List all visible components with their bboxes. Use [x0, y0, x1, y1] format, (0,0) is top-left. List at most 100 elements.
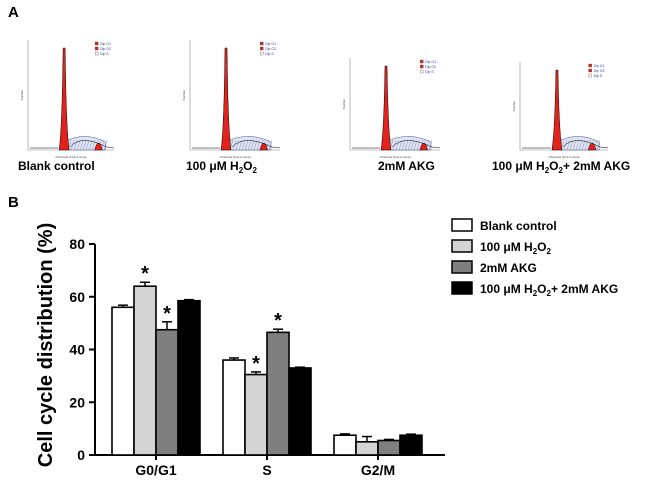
histogram-hatch [581, 139, 586, 151]
bar-G2M-s2 [355, 441, 379, 456]
legend-swatch-2 [451, 239, 473, 253]
histogram-y-label: Number [20, 90, 24, 101]
histogram-legend-label: Dip S [594, 74, 603, 78]
histogram-hatch [428, 139, 433, 151]
histogram-hatch [85, 139, 90, 151]
histogram-hatch [91, 139, 96, 151]
histogram-hatch [247, 139, 252, 151]
histogram-legend-swatch [94, 46, 99, 51]
histogram-x-label: Channels (FL2-A-Area) [219, 155, 250, 159]
histogram-hatch [79, 139, 84, 151]
x-tick-label: S [262, 462, 271, 478]
histogram-legend-label: Dip S [425, 70, 434, 74]
bar-G2M-s4 [399, 434, 423, 456]
significance-star: * [252, 353, 260, 375]
histogram-legend-label: Dip S [265, 52, 274, 56]
histogram-hatch [401, 139, 406, 151]
histogram-outline [192, 140, 281, 149]
histogram-hatch [398, 139, 403, 151]
histogram-hatch [244, 139, 249, 151]
histogram-g1-peak [551, 69, 563, 151]
histogram-outline [30, 140, 115, 149]
histogram-g1-peak [380, 65, 392, 151]
y-tick-label: 80 [69, 236, 85, 252]
histogram-hatch [575, 139, 580, 151]
bar-G0G1-s2 [133, 285, 157, 456]
histogram-legend-label: Dip G1 [425, 60, 436, 64]
legend-swatch-3 [451, 260, 473, 274]
histogram-caption-1: Blank control [18, 159, 95, 173]
x-tick-label: G0/G1 [135, 462, 176, 478]
histogram-legend-swatch [588, 73, 592, 78]
bar-S-s2 [244, 373, 268, 456]
bar-G2M-s1 [333, 434, 357, 456]
histogram-g2-peak [259, 142, 269, 151]
bar-G0G1-s1 [111, 306, 135, 456]
histogram-hatch [410, 139, 415, 151]
legend-label-1: Blank control [480, 219, 557, 233]
histogram-legend-swatch [420, 69, 424, 74]
panel-b-label: B [8, 194, 19, 211]
significance-star: * [163, 303, 171, 325]
histogram-legend-swatch [260, 46, 264, 51]
chart-legend: Blank control 100 μM H2O2 2mM AKG 100 μM H2… [451, 218, 618, 298]
legend-label-4: 100 μM H2O2+ 2mM AKG [480, 282, 618, 298]
x-tick-label: G2/M [361, 462, 395, 478]
legend-label-2: 100 μM H2O2 [480, 240, 552, 256]
legend-swatch-1 [451, 218, 473, 232]
histogram-hatch [235, 139, 240, 151]
histogram-legend-label: Dip S [100, 52, 109, 56]
histogram-y-label: Number [182, 90, 186, 101]
histogram-x-label: Channels (FL2-A-Area) [548, 155, 579, 159]
histogram-hatch [268, 139, 273, 151]
histogram-legend-label: Dip G1 [265, 42, 276, 46]
histogram-x-label: Channels (FL2-A-Area) [55, 155, 86, 159]
significance-star: * [274, 310, 282, 332]
histogram-legend-swatch [94, 51, 99, 56]
histogram-hatch [103, 139, 108, 151]
histogram-legend-label: Dip G2 [425, 65, 436, 69]
histogram-hatch [416, 139, 421, 151]
histogram-caption-3: 2mM AKG [378, 159, 435, 173]
histogram-y-label: Number [342, 99, 346, 110]
legend-swatch-4 [451, 281, 473, 295]
y-tick-label: 60 [69, 289, 85, 305]
histogram-legend-swatch [588, 63, 592, 68]
histogram-legend-swatch [94, 41, 99, 46]
bar-chart: 0 20 40 60 80 G0/G1 S G2/M * * * * [69, 236, 445, 478]
histogram-legend-label: Dip G1 [594, 64, 605, 68]
histogram-x-label: Channels (FL2-A-Area) [379, 155, 410, 159]
histogram-outline [352, 140, 441, 149]
histogram-hatch [82, 139, 87, 151]
histogram-caption-4: 100 μM H2O2+ 2mM AKG [492, 159, 630, 175]
bar-S-s4 [288, 367, 312, 456]
histogram-hatch [407, 139, 412, 151]
histogram-hatch [395, 139, 400, 151]
histogram-g1-peak [220, 47, 232, 151]
histogram-g2-peak [94, 142, 103, 151]
histogram-legend-swatch [260, 41, 264, 46]
histogram-hatch [566, 139, 571, 151]
histogram-hatch [578, 139, 583, 151]
bar-G0G1-s3 [155, 328, 179, 456]
histogram-hatch [569, 139, 574, 151]
y-tick-label: 20 [69, 394, 85, 410]
histogram-legend-swatch [588, 68, 592, 73]
histogram-hatch [88, 139, 93, 151]
histogram-hatch [596, 139, 601, 151]
legend-label-3: 2mM AKG [480, 261, 537, 275]
histogram-legend-label: Dip G2 [100, 47, 111, 51]
significance-star: * [141, 263, 149, 285]
histogram-hatch [241, 139, 246, 151]
histogram-hatch [250, 139, 255, 151]
histogram-hatch [404, 139, 409, 151]
histogram-legend-label: Dip G1 [100, 42, 111, 46]
histogram-outline [522, 140, 609, 149]
y-axis-title: Cell cycle distribution (%) [35, 223, 57, 467]
histogram-hatch [256, 139, 261, 151]
histogram-caption-2: 100 μM H2O2 [186, 159, 258, 175]
